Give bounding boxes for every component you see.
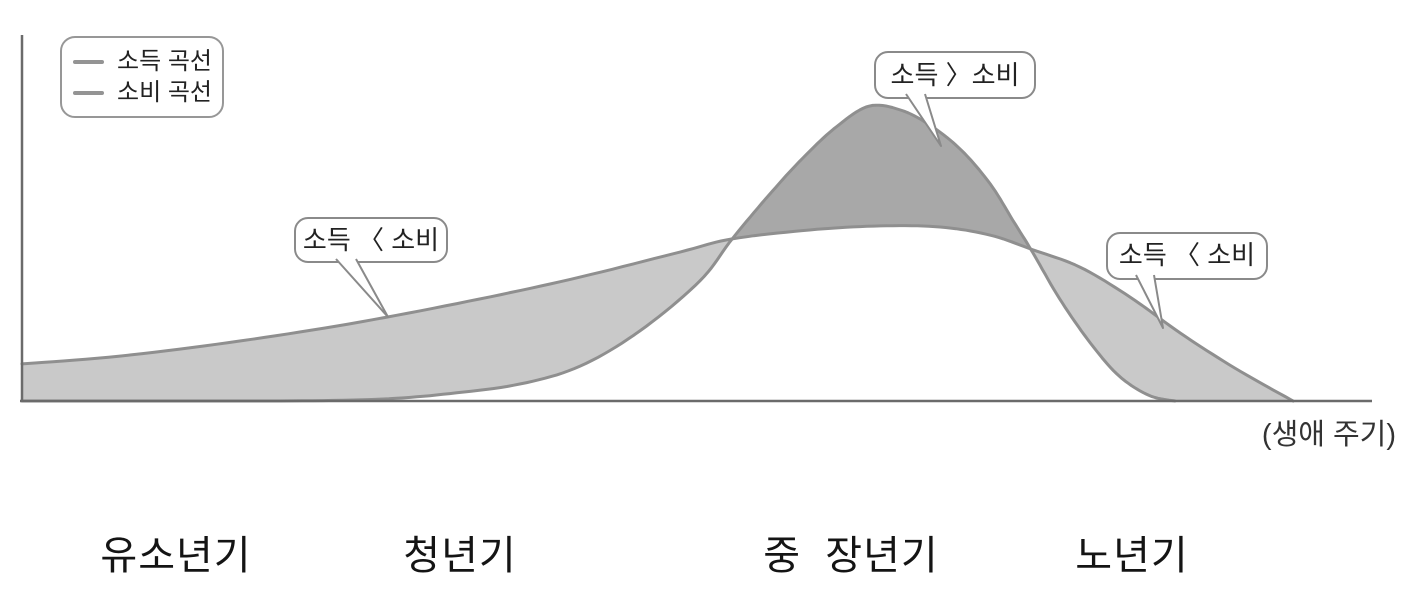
income-curve (20, 103, 1177, 403)
callout-deficit-youth: 소득 〈 소비 (294, 217, 448, 318)
legend-label-consumption: 소비 곡선 (117, 78, 212, 106)
stage-label-middle-age: 중 장년기 (763, 534, 939, 578)
stage-label-old-age: 노년기 (1075, 534, 1189, 578)
callout-box (1106, 232, 1268, 280)
callout-label-deficit-youth: 소득 〈 소비 (303, 225, 439, 255)
callout-box (874, 51, 1036, 99)
consumption-curve (20, 224, 1295, 403)
legend-item-income: 소득 곡선 (73, 47, 222, 75)
callout-deficit-old: 소득 〈 소비 (1106, 232, 1268, 329)
callout-tail (905, 93, 942, 147)
consumption-line-swatch-icon (73, 90, 104, 95)
x-axis-caption: (생애 주기) (1261, 419, 1396, 451)
legend-item-consumption: 소비 곡선 (73, 78, 222, 106)
callout-tail (1135, 274, 1164, 329)
callout-surplus-middle: 소득 〉소비 (874, 51, 1036, 147)
callout-box (294, 217, 448, 263)
stage-label-youth: 청년기 (403, 534, 517, 578)
stage-label-childhood: 유소년기 (100, 534, 252, 578)
below-both-curves-mask (22, 225, 1378, 401)
income-line-swatch-icon (73, 59, 104, 64)
chart-canvas: 소득 〈 소비 소득 〉소비 소득 〈 소비 (20, 35, 1378, 403)
callout-label-deficit-old: 소득 〈 소비 (1119, 240, 1255, 270)
callout-label-surplus-middle: 소득 〉소비 (891, 60, 1020, 90)
callout-tail (335, 258, 389, 318)
legend: 소득 곡선 소비 곡선 (60, 36, 224, 118)
legend-label-income: 소득 곡선 (117, 47, 212, 75)
